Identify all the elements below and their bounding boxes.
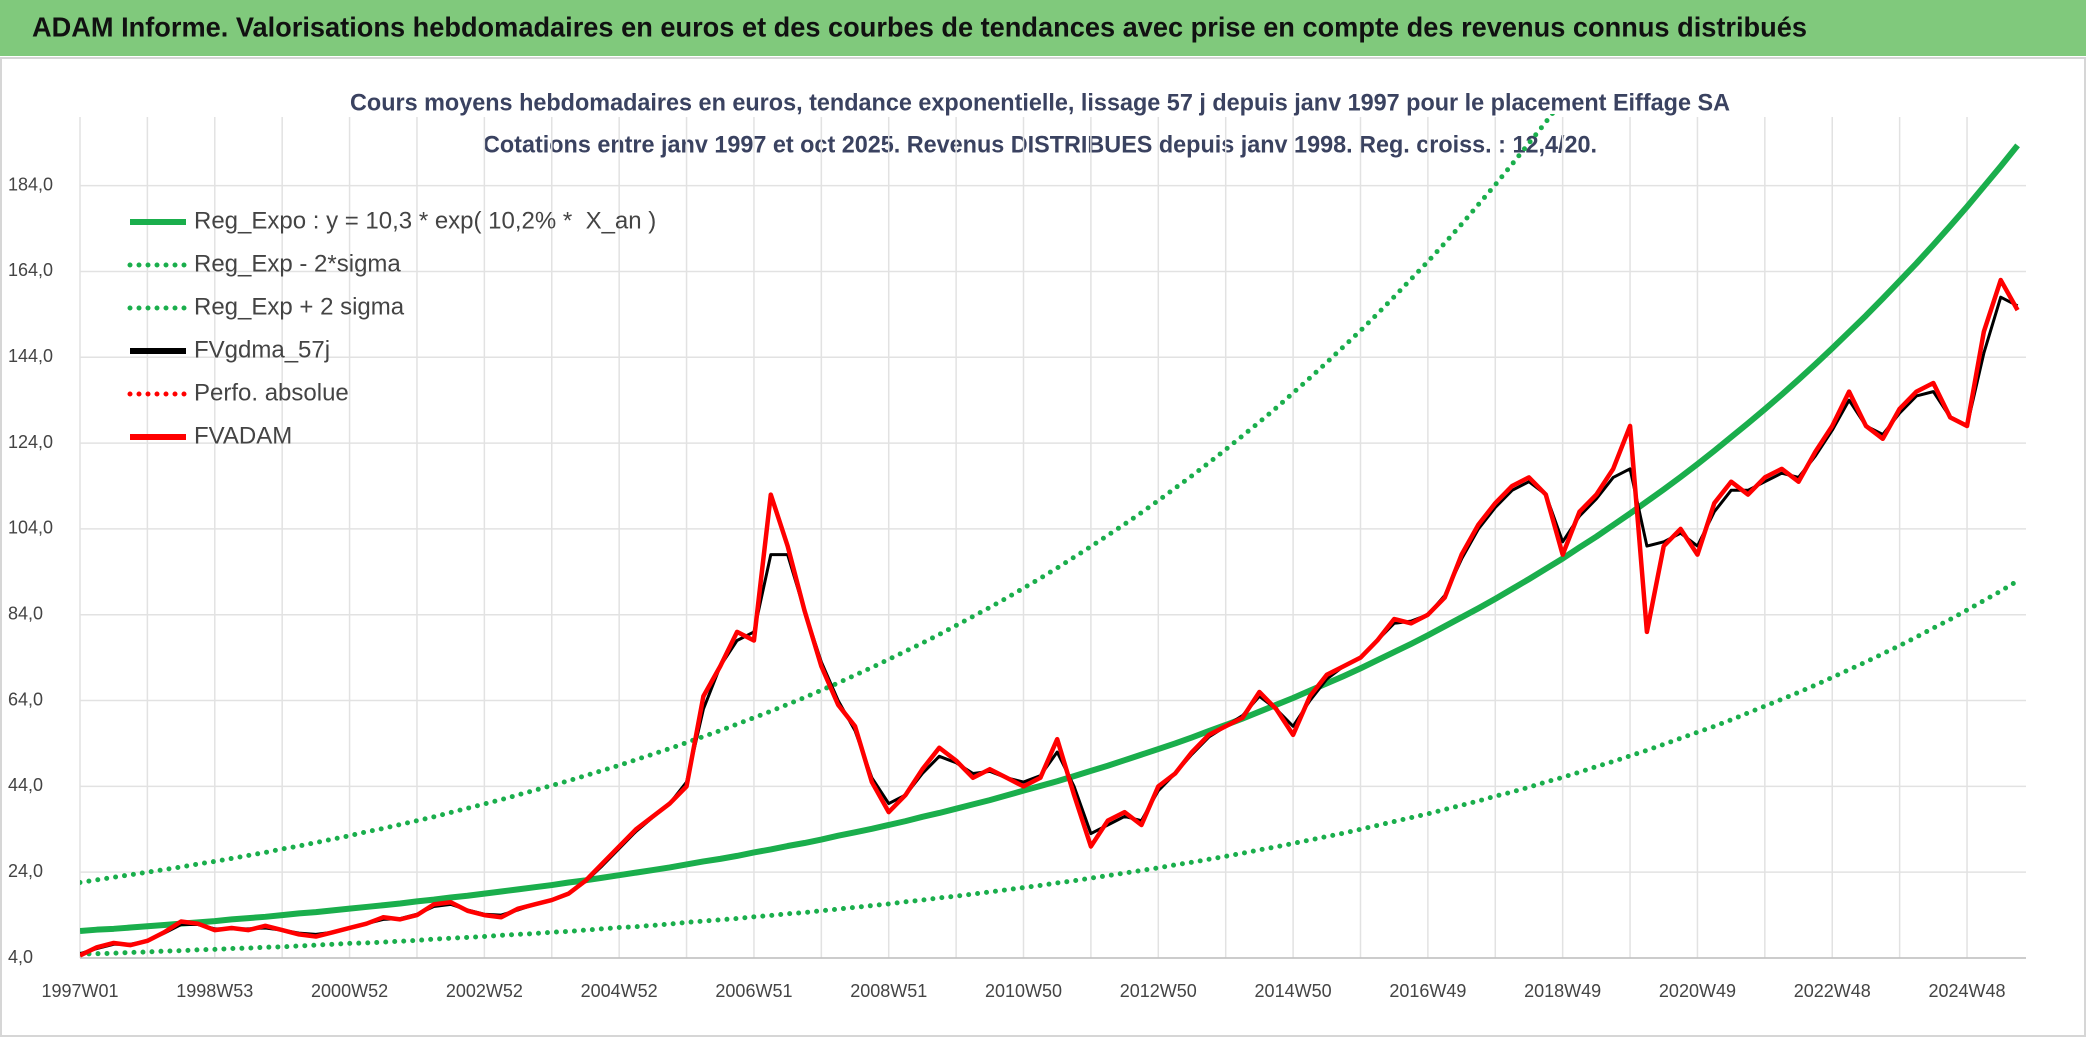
x-tick-label: 2014W50 [1255,981,1332,1001]
x-tick-label: 2022W48 [1794,981,1871,1001]
x-tick-label: 2020W49 [1659,981,1736,1001]
y-tick-label: 104,0 [8,518,53,538]
x-tick-label: 2006W51 [715,981,792,1001]
x-tick-label: 2000W52 [311,981,388,1001]
chart-title: ADAM Informe. Valorisations hebdomadaire… [32,11,1807,42]
x-tick-label: 2010W50 [985,981,1062,1001]
y-tick-label: 64,0 [8,689,43,709]
x-tick-label: 2018W49 [1524,981,1601,1001]
series-line [80,114,1556,885]
x-tick-label: 2008W51 [850,981,927,1001]
y-tick-label: 124,0 [8,432,53,452]
x-tick-label: 1998W53 [176,981,253,1001]
chart-subtitle: Cotations entre janv 1997 et oct 2025. R… [483,131,1597,158]
series-line [80,578,2021,957]
series-line [80,277,2020,958]
legend-label: Reg_Exp + 2 sigma [194,293,405,320]
y-tick-label: 44,0 [8,775,43,795]
header-bar [0,0,2086,56]
x-tick-label: 2012W50 [1120,981,1197,1001]
legend-label: FVgdma_57j [194,336,330,363]
y-tick-label: 184,0 [8,174,53,194]
y-tick-label: 24,0 [8,861,43,881]
x-tick-label: 2004W52 [581,981,658,1001]
legend-label: Reg_Exp - 2*sigma [194,250,401,277]
legend-label: Perfo. absolue [194,379,349,406]
chart-subtitle: Cours moyens hebdomadaires en euros, ten… [350,89,1730,116]
x-tick-label: 2016W49 [1389,981,1466,1001]
y-tick-label: 4,0 [8,947,33,967]
legend-label: FVADAM [194,422,292,449]
chart-frame [0,57,2086,1037]
x-tick-label: 1997W01 [41,981,118,1001]
y-tick-label: 164,0 [8,260,53,280]
x-tick-label: 2002W52 [446,981,523,1001]
legend-label: Reg_Expo : y = 10,3 * exp( 10,2% * X_an … [194,207,656,234]
y-tick-label: 84,0 [8,603,43,623]
series-line [80,143,2020,934]
y-tick-label: 144,0 [8,346,53,366]
x-tick-label: 2024W48 [1928,981,2005,1001]
